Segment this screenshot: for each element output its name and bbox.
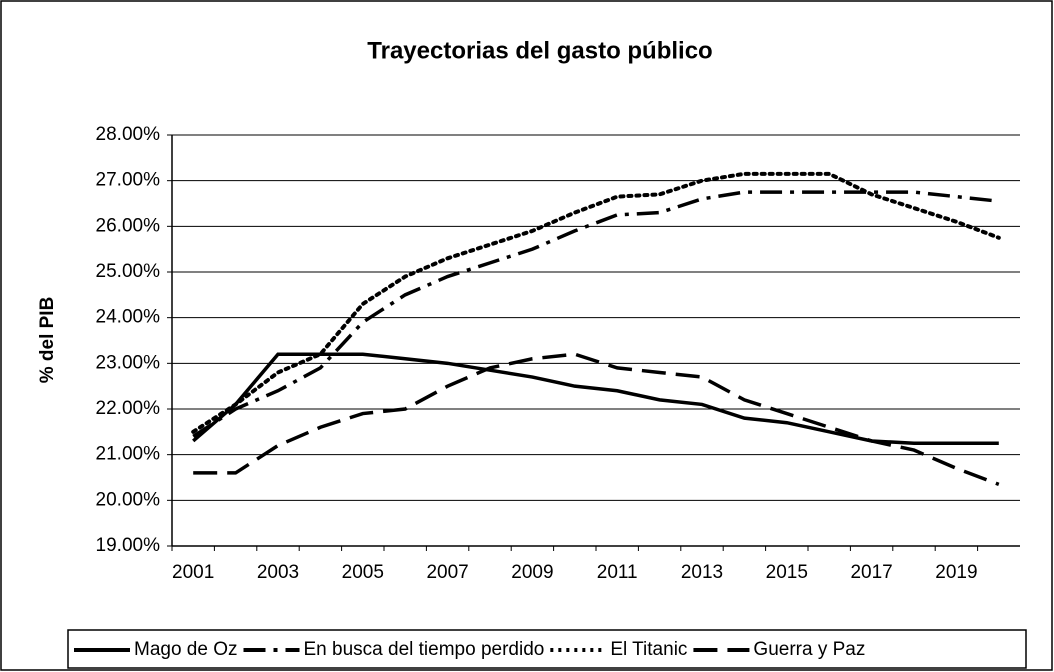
legend-frame: [67, 629, 1027, 669]
series-line: [191, 171, 1001, 434]
y-tick-label: 21.00%: [96, 444, 161, 465]
legend-label: En busca del tiempo perdido: [304, 639, 545, 660]
x-tick-label: 2015: [766, 562, 808, 583]
legend: Mago de Oz En busca del tiempo perdido El …: [67, 629, 1027, 669]
x-tick-label: 2003: [257, 562, 299, 583]
x-tick-label: 2001: [172, 562, 214, 583]
y-tick-label: 19.00%: [96, 535, 161, 556]
chart-title: Trayectorias del gasto público: [367, 37, 712, 64]
y-axis-label: % del PIB: [37, 297, 58, 384]
x-tick-label: 2013: [681, 562, 723, 583]
x-tick-label: 2017: [850, 562, 892, 583]
y-tick-label: 20.00%: [96, 489, 161, 510]
legend-label: El Titanic: [610, 639, 687, 660]
y-tick-label: 25.00%: [96, 261, 161, 282]
y-tick-label: 26.00%: [96, 215, 161, 236]
y-tick-label: 28.00%: [96, 124, 161, 145]
y-tick-label: 24.00%: [96, 307, 161, 328]
x-tick-label: 2009: [511, 562, 553, 583]
y-tick-label: 22.00%: [96, 398, 161, 419]
x-tick-label: 2005: [342, 562, 384, 583]
x-tick-label: 2011: [597, 562, 638, 583]
legend-label: Mago de Oz: [134, 639, 238, 660]
y-tick-label: 27.00%: [96, 170, 161, 191]
series-line: [193, 352, 1000, 486]
x-tick-label: 2019: [935, 562, 977, 583]
legend-label: Guerra y Paz: [753, 639, 865, 660]
y-tick-label: 23.00%: [96, 352, 161, 373]
x-tick-label: 2007: [426, 562, 468, 583]
series-line: [192, 352, 999, 445]
